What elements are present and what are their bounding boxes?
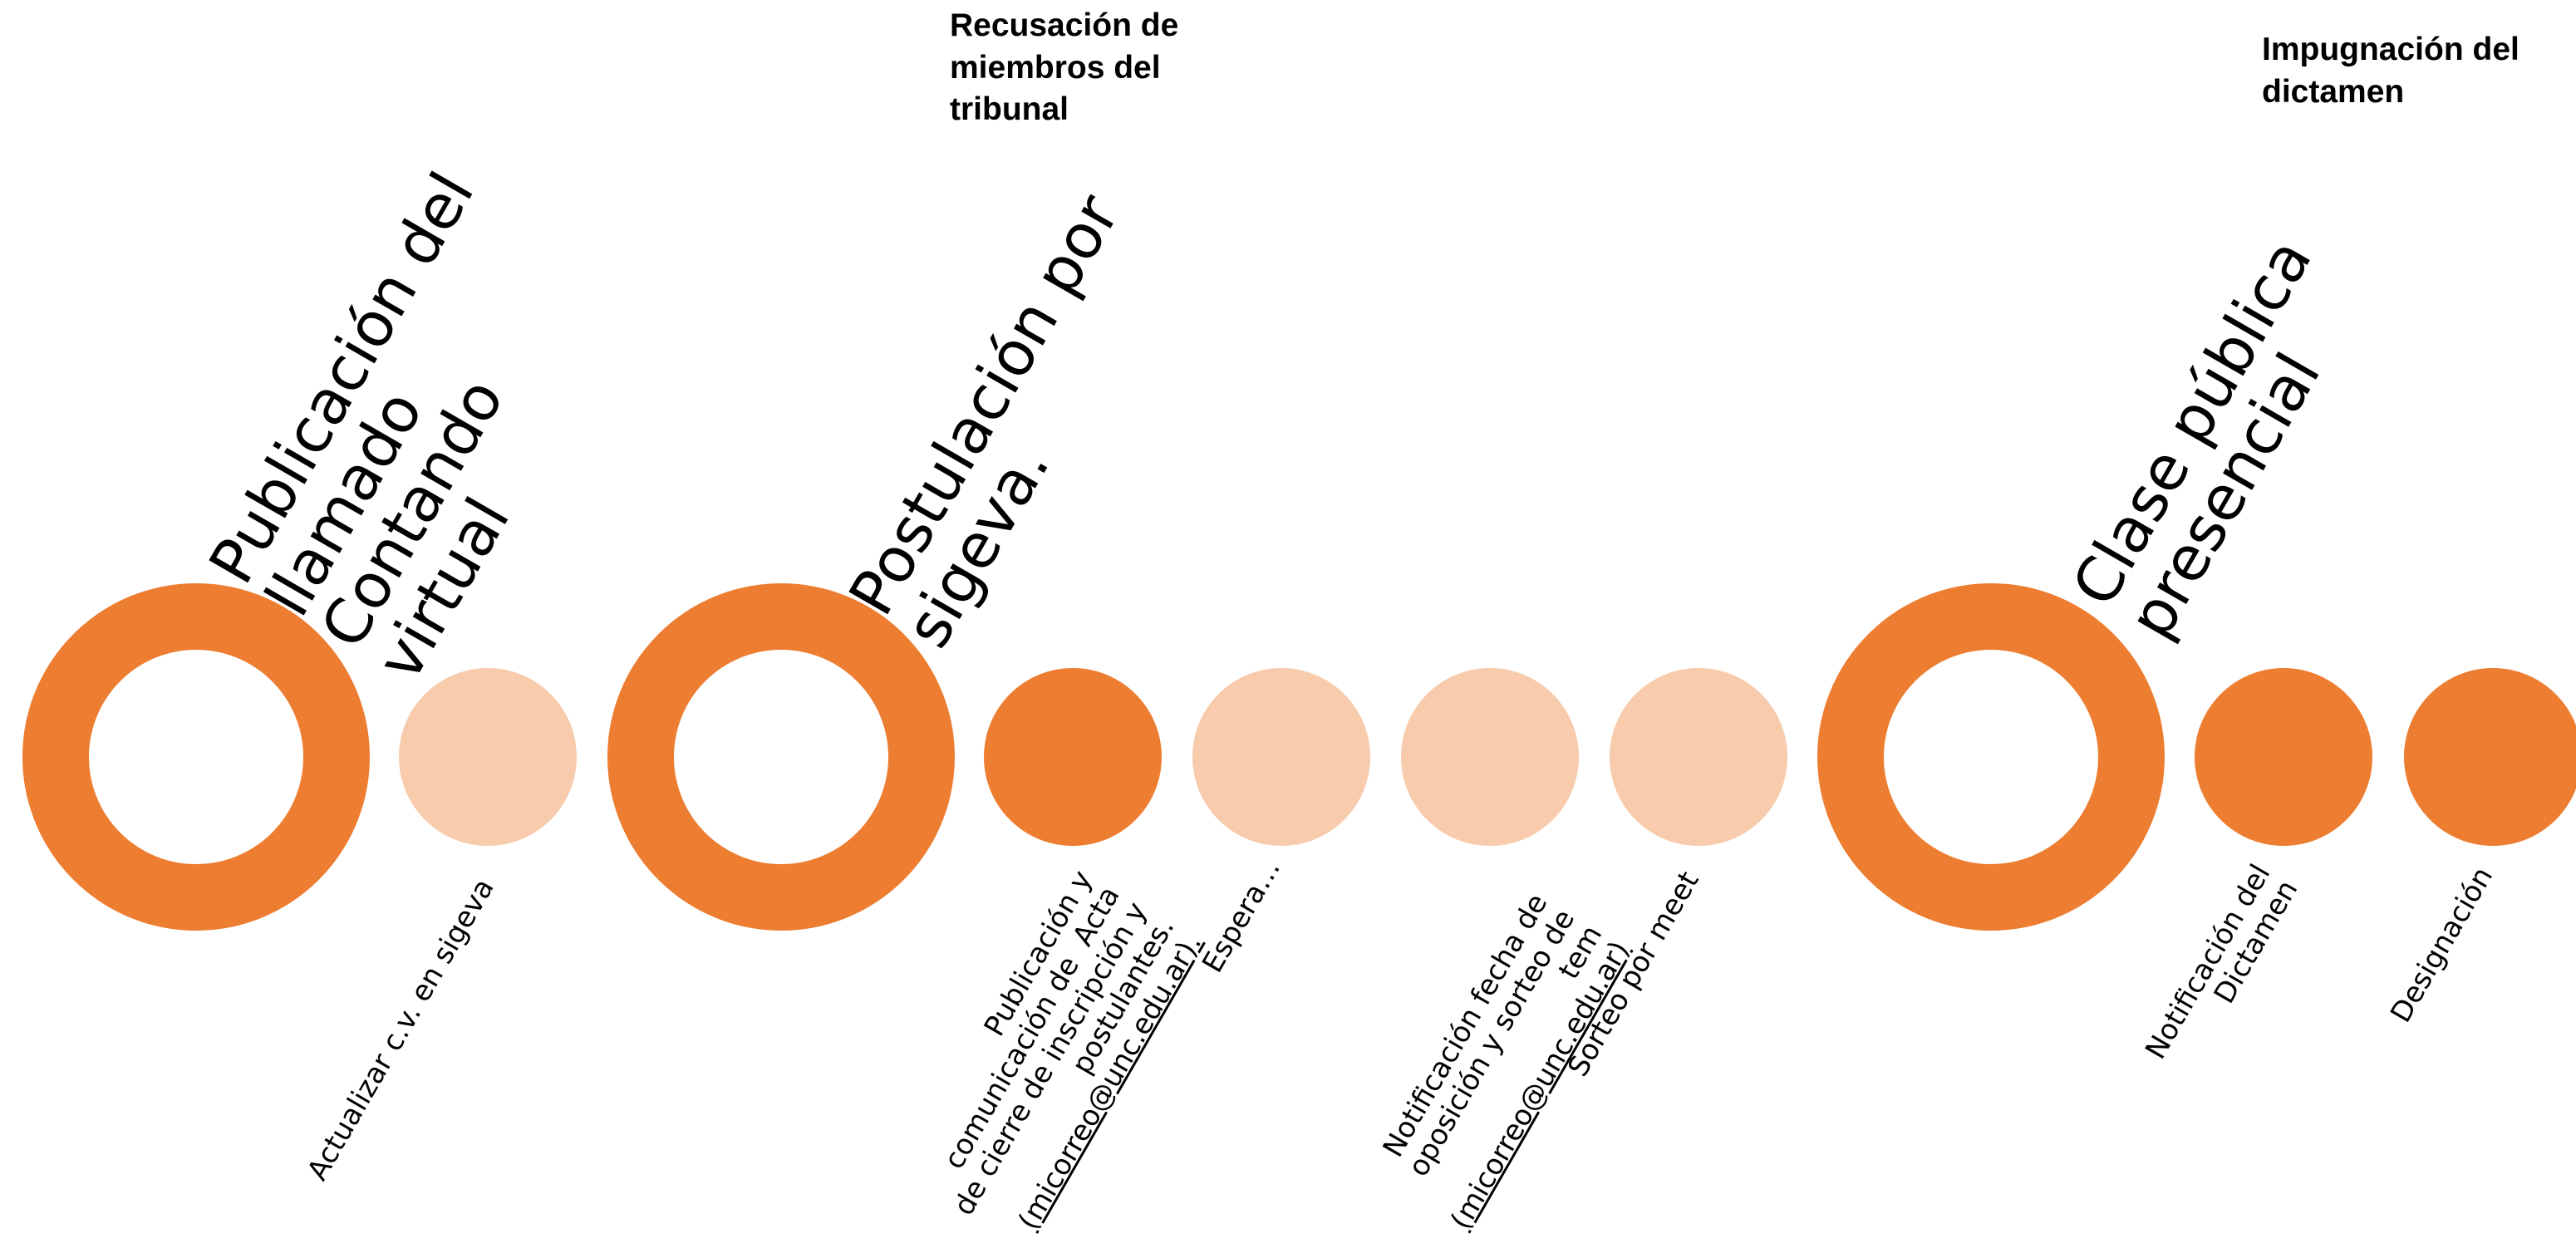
milestone-title-postulacion: Postulación por sigeva. <box>835 183 1133 660</box>
step-label-espera: Espera… <box>1196 853 1288 979</box>
step-circle-notificacion-dictamen <box>2195 668 2372 846</box>
step-circle-sorteo <box>1610 668 1787 846</box>
milestone-title-clase: Clase pública presencial <box>2058 227 2335 651</box>
step-label-actualizar: Actualizar c.v. en sigeva <box>301 872 501 1187</box>
step-circle-designacion <box>2404 668 2576 846</box>
milestone-ring-publicacion <box>22 583 370 931</box>
step-label-publicacion-acta: Publicación y comunicación de Acta de ci… <box>893 865 1208 1252</box>
milestone-ring-clase <box>1817 583 2165 931</box>
step-circle-notificacion <box>1401 668 1579 846</box>
recusacion-label: Recusación de miembros del tribunal <box>950 7 1179 128</box>
step-label-notificacion-dictamen: Notificación del Dictamen <box>2139 858 2305 1065</box>
step-circle-espera <box>1192 668 1370 846</box>
impugnacion-label: Impugnación del dictamen <box>2262 32 2519 110</box>
step-label-designacion: Designación <box>2384 861 2500 1029</box>
step-circle-publicacion-acta <box>984 668 1162 846</box>
milestone-ring-postulacion <box>607 583 955 931</box>
step-circle-actualizar <box>399 668 577 846</box>
